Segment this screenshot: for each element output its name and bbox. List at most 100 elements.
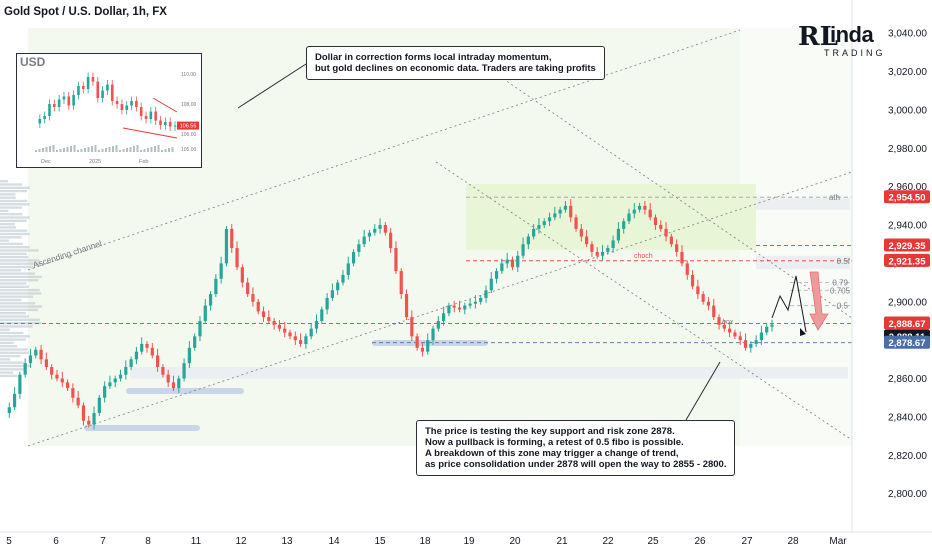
volume-bar [0,239,9,242]
candle-body [563,205,568,210]
inset-volume-bar [154,146,156,152]
candle-body [468,303,472,306]
inset-volume-bar [70,146,72,152]
candle-body [92,413,96,425]
volume-bar [0,229,28,232]
volume-bar [0,216,30,219]
candle-body [18,374,22,394]
volume-bar [0,275,42,279]
inset-candle-body [139,107,143,116]
candle-body [87,420,91,425]
price-tag [884,335,930,349]
candle-body [235,248,239,268]
descending-line [435,161,853,441]
callout-bottom-line: The price is testing the key support and… [425,426,675,437]
inset-wedge-line [122,127,178,139]
price-tag-label: 2,921.35 [889,256,927,267]
candle-body [203,305,207,321]
candle-body [611,240,615,249]
callout-bottom: The price is testing the key support and… [416,420,736,476]
volume-bar [0,265,34,269]
inset-candle-body [38,119,42,124]
inset-candle-body [57,99,61,107]
volume-bar [0,242,23,246]
candle-body [81,405,86,421]
candle-body [722,324,726,329]
volume-bar [0,259,40,262]
x-tick-label: 22 [602,536,614,547]
y-tick-label: 2,840.00 [888,412,927,423]
price-tag-label: 2,929.35 [889,241,927,252]
inset-volume-bar [143,149,146,152]
inset-candle-body [159,120,162,125]
candle-body [383,225,387,233]
candle-body [240,267,244,283]
candle-body [696,286,700,295]
candle-body [50,367,54,375]
inset-volume-bar [129,147,132,152]
candle-body [230,228,234,249]
x-tick-label: 18 [419,536,431,547]
volume-bar [0,292,42,295]
candle-body [299,340,303,344]
inset-volume-bar [94,145,97,152]
y-tick-label: 2,960.00 [888,182,927,193]
inset-volume-bar [59,149,62,152]
volume-bar [0,345,18,348]
candle-body [712,305,716,318]
candle-body [770,324,774,327]
inset-volume-bar [126,148,128,152]
volume-bar [0,348,29,351]
candle-body [193,336,197,348]
candle-body [648,209,652,218]
volume-bar [0,318,40,321]
inset-candle-body [164,122,167,125]
volume-bar [0,354,21,358]
x-tick-label: 25 [647,536,659,547]
volume-bar [0,321,42,325]
candle-body [309,328,313,337]
x-tick-label: 15 [374,536,386,547]
candle-body [44,359,48,368]
volume-bar [0,203,30,206]
volume-bar [0,364,30,368]
inset-volume-bar [101,149,104,152]
candle-body [494,271,499,279]
inset-volume-bar [140,150,142,152]
candle-body [256,301,260,312]
volume-bar [0,341,14,345]
candle-body [251,294,255,302]
candle-body [272,320,276,325]
volume-bar [0,325,33,328]
inset-volume-bar [112,146,114,152]
callout-bottom-line: Now a pullback is forming, a retest of 0… [425,437,684,448]
candle-body [569,205,573,218]
inset-candle-body [115,101,119,104]
callout-top-line: but gold declines on economic data. Trad… [315,63,596,74]
candle-body [500,263,504,272]
volume-bar [0,371,14,374]
candle-body [600,251,605,256]
candle-body [103,386,107,398]
x-axis[interactable]: 5 6 7 8 11 12 13 14 15 18 19 20 21 22 25 26 27 28 Mar [0,531,932,547]
candle-body [177,378,181,389]
inset-canvas: 110.00 108.00 106.00 105.00 106.56 Dec 2025 Feb [35,72,199,165]
candle-body [118,374,123,379]
inset-x-tick: Dec [41,159,51,165]
candle-body [314,320,319,329]
candle-body [632,209,636,214]
candle-body [140,343,144,352]
candle-body [156,355,160,368]
candle-body [389,232,393,249]
inset-wedge-line [152,97,178,113]
x-tick-label: Mar [829,536,847,547]
y-tick-label: 2,980.00 [888,144,927,155]
volume-bar [0,358,11,361]
volume-bar [0,196,16,199]
volume-bar [0,279,39,282]
candle-body [420,347,425,352]
fib-079-label: 0.79 [832,279,848,288]
x-tick-label: 26 [694,536,706,547]
candle-body [267,317,271,321]
